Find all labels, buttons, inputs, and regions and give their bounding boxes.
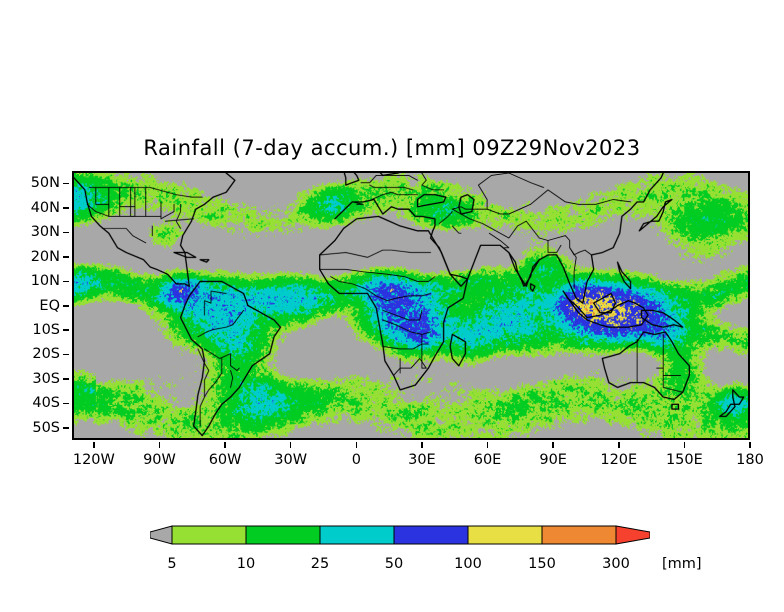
- colorbar-swatch: [467, 525, 543, 545]
- colorbar-swatch: [245, 525, 321, 545]
- y-tick-label: 40S: [32, 395, 60, 412]
- x-axis-longitude: 120W 90W 60W 30W 0 30E 60E 90E 120E 150E 180: [0, 442, 784, 468]
- y-tick-mark: [63, 378, 69, 380]
- x-tick-mark: [486, 442, 489, 448]
- x-tick-mark: [683, 442, 686, 448]
- y-tick-mark: [63, 280, 69, 283]
- x-tick-label: 60E: [473, 452, 502, 468]
- y-tick-mark: [63, 402, 69, 405]
- x-tick-label: 120W: [72, 452, 115, 468]
- colorbar-swatch: [541, 525, 617, 545]
- x-tick-label: 30W: [274, 452, 308, 468]
- y-axis-latitude: 50N 40N 30N 20N 10N EQ 10S 20S 30S 40S 50S: [0, 171, 69, 440]
- colorbar-unit-label: [mm]: [662, 556, 702, 572]
- x-tick-mark: [618, 442, 620, 448]
- colorbar-tick-label: 150: [528, 556, 556, 572]
- colorbar-swatch: [319, 525, 395, 545]
- x-tick-mark: [749, 442, 751, 448]
- x-tick-label: 90E: [539, 452, 567, 468]
- colorbar-swatch: [171, 525, 247, 545]
- x-tick-mark: [93, 442, 95, 448]
- y-tick-mark: [63, 256, 69, 258]
- colorbar-extend-high: [615, 525, 650, 545]
- y-tick-label: 20N: [30, 248, 60, 265]
- rainfall-heatmap-canvas: [74, 173, 748, 438]
- colorbar: 5 10 25 50 100 150 300 [mm]: [0, 516, 784, 576]
- page-title: Rainfall (7-day accum.) [mm] 09Z29Nov202…: [143, 136, 641, 160]
- x-tick-label: 60W: [208, 452, 242, 468]
- y-tick-label: 50S: [32, 419, 60, 436]
- colorbar-tick-label: 25: [310, 556, 330, 572]
- colorbar-tick-label: 10: [236, 556, 256, 572]
- map-plot-area: [72, 171, 750, 440]
- x-tick-label: 30E: [408, 452, 436, 468]
- colorbar-tick-label: 5: [167, 556, 177, 572]
- y-tick-label: 40N: [30, 199, 60, 216]
- colorbar-tick-label: 300: [602, 556, 630, 572]
- colorbar-tick-label: 100: [454, 556, 482, 572]
- y-tick-mark: [63, 353, 69, 356]
- y-tick-label: 10N: [30, 273, 60, 290]
- x-tick-label: 120E: [600, 452, 638, 468]
- x-tick-mark: [355, 442, 358, 448]
- x-tick-mark: [158, 442, 161, 448]
- y-tick-mark: [63, 329, 69, 331]
- x-tick-label: 150E: [665, 452, 703, 468]
- y-tick-label: 30N: [30, 224, 60, 241]
- y-tick-label: 20S: [32, 346, 60, 363]
- y-tick-label: 10S: [32, 321, 60, 338]
- colorbar-tick-labels: 5 10 25 50 100 150 300: [0, 556, 784, 578]
- y-tick-label: 50N: [30, 175, 60, 192]
- y-tick-label: EQ: [39, 297, 60, 314]
- y-tick-label: 30S: [32, 370, 60, 387]
- x-tick-mark: [289, 442, 292, 448]
- y-tick-mark: [63, 305, 69, 307]
- colorbar-swatch: [393, 525, 469, 545]
- y-tick-mark: [63, 427, 69, 429]
- x-tick-label: 90W: [143, 452, 176, 468]
- colorbar-tick-label: 50: [384, 556, 404, 572]
- x-tick-label: 180: [736, 452, 764, 468]
- x-tick-mark: [224, 442, 226, 448]
- y-tick-mark: [63, 182, 69, 185]
- colorbar-extend-low: [150, 525, 173, 545]
- x-tick-mark: [552, 442, 554, 448]
- x-tick-mark: [421, 442, 423, 448]
- y-tick-mark: [63, 207, 69, 209]
- colorbar-swatches: [150, 525, 650, 545]
- y-tick-mark: [63, 231, 69, 234]
- x-tick-label: 0: [351, 452, 361, 468]
